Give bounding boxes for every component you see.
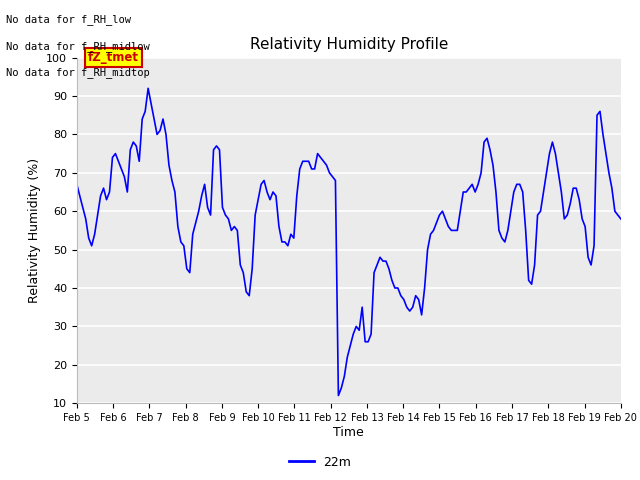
Legend: 22m: 22m [284,451,356,474]
Text: fZ_tmet: fZ_tmet [88,51,139,64]
Title: Relativity Humidity Profile: Relativity Humidity Profile [250,37,448,52]
X-axis label: Time: Time [333,426,364,439]
Text: No data for f_RH_midtop: No data for f_RH_midtop [6,67,150,78]
Text: No data for f_RH_low: No data for f_RH_low [6,14,131,25]
Y-axis label: Relativity Humidity (%): Relativity Humidity (%) [28,158,40,303]
Text: No data for f_RH_midlow: No data for f_RH_midlow [6,41,150,52]
